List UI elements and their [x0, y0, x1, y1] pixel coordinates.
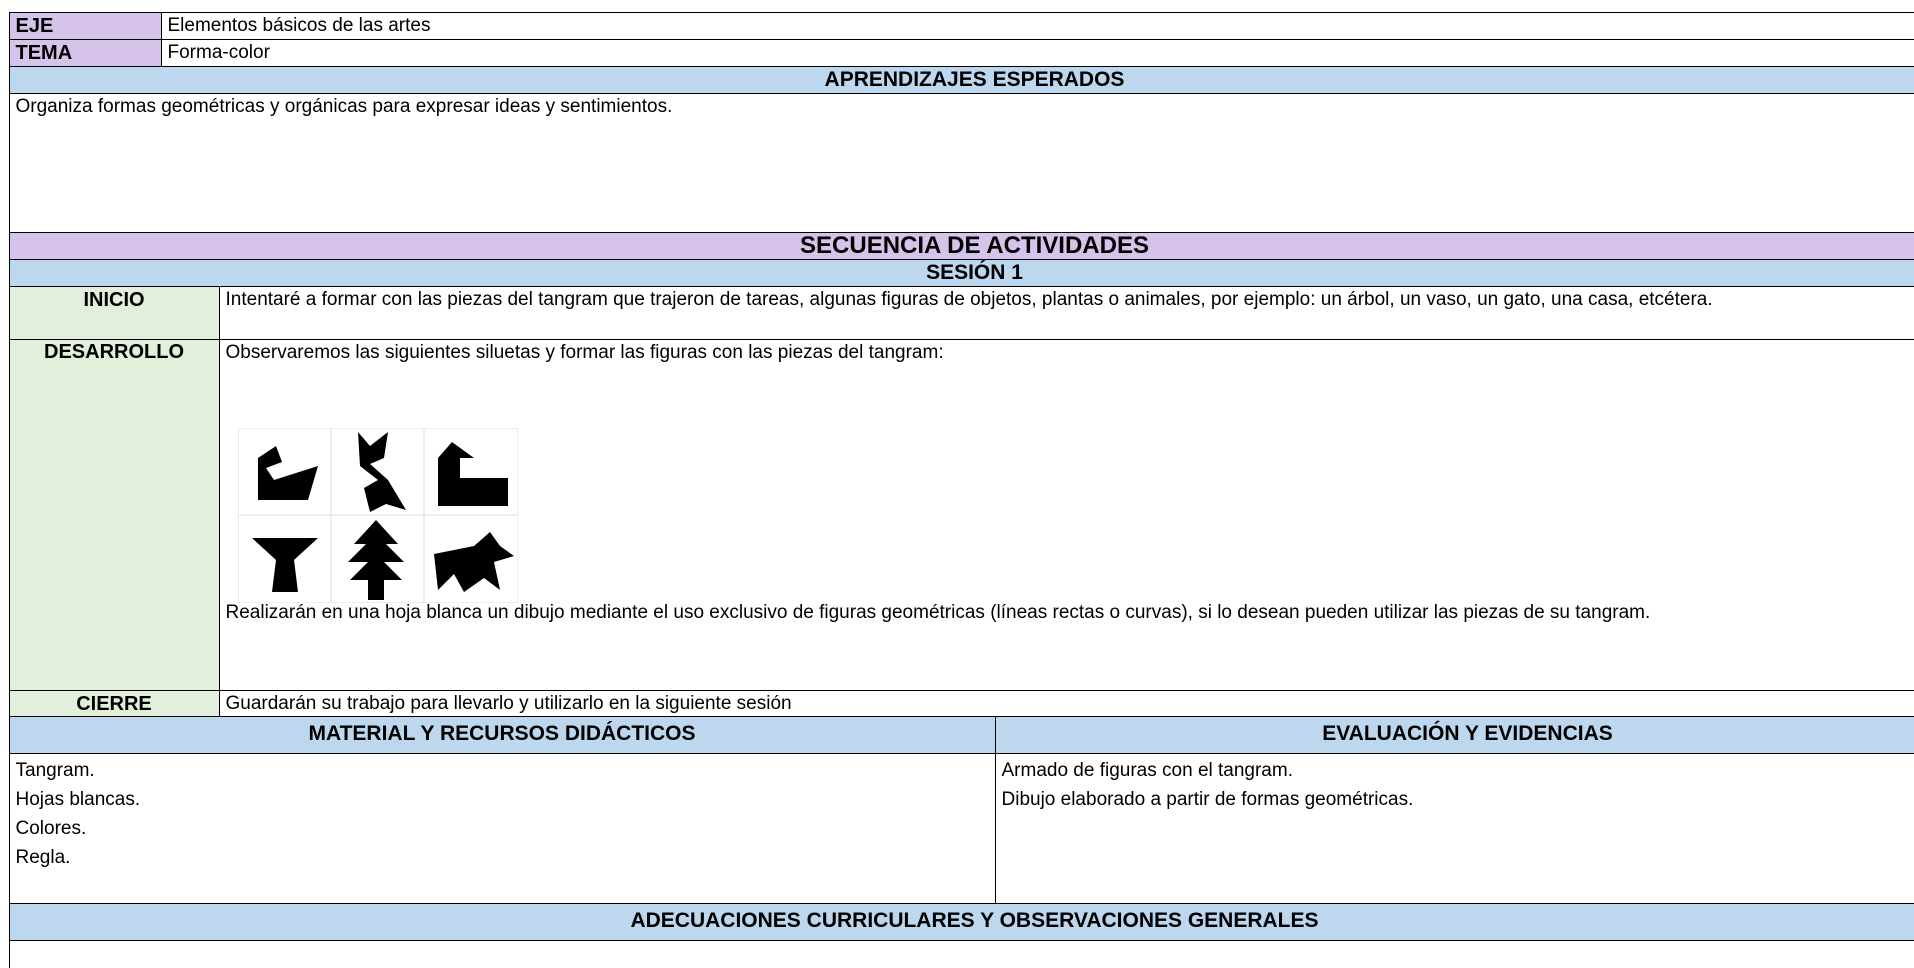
secuencia-header: SECUENCIA DE ACTIVIDADES [8, 232, 1914, 260]
adecuaciones-header: ADECUACIONES CURRICULARES Y OBSERVACIONE… [8, 903, 1914, 941]
material-list: Tangram. Hojas blancas. Colores. Regla. [8, 753, 996, 904]
activity-text: Intentaré a formar con las piezas del ta… [218, 286, 1914, 340]
evaluacion-list: Armado de figuras con el tangram. Dibujo … [994, 753, 1914, 904]
silhouette [433, 532, 514, 592]
activity-text: Observaremos las siguientes siluetas y f… [225, 342, 944, 363]
silhouette [347, 520, 404, 600]
sesion-header: SESIÓN 1 [8, 259, 1914, 287]
tangram-image [237, 428, 518, 603]
list-item: Armado de figuras con el tangram. [1001, 760, 1294, 781]
adecuaciones-body [8, 940, 1914, 968]
activity-text: Realizarán en una hoja blanca un dibujo … [225, 602, 1651, 623]
material-header: MATERIAL Y RECURSOS DIDÁCTICOS [8, 716, 996, 754]
eje-label: EJE [8, 12, 162, 40]
list-item: Colores. [15, 818, 87, 839]
list-item: Dibujo elaborado a partir de formas geom… [1001, 789, 1414, 810]
silhouette [437, 442, 508, 506]
list-item: Tangram. [15, 760, 95, 781]
aprendizajes-header: APRENDIZAJES ESPERADOS [8, 66, 1914, 94]
activity-cell: Observaremos las siguientes siluetas y f… [218, 339, 1914, 691]
silhouette [357, 432, 406, 512]
list-item: Regla. [15, 847, 71, 868]
list-item: Hojas blancas. [15, 789, 141, 810]
activity-text: Guardarán su trabajo para llevarlo y uti… [218, 690, 1914, 717]
silhouette [251, 538, 318, 592]
activity-label: DESARROLLO [8, 339, 220, 691]
aprendizajes-text: Organiza formas geométricas y orgánicas … [8, 93, 1914, 233]
tema-value: Forma-color [160, 39, 1914, 67]
silhouette [257, 446, 318, 500]
activity-label: CIERRE [8, 690, 220, 717]
activity-label: INICIO [8, 286, 220, 340]
evaluacion-header: EVALUACIÓN Y EVIDENCIAS [994, 716, 1914, 754]
eje-value: Elementos básicos de las artes [160, 12, 1914, 40]
tema-label: TEMA [8, 39, 162, 67]
